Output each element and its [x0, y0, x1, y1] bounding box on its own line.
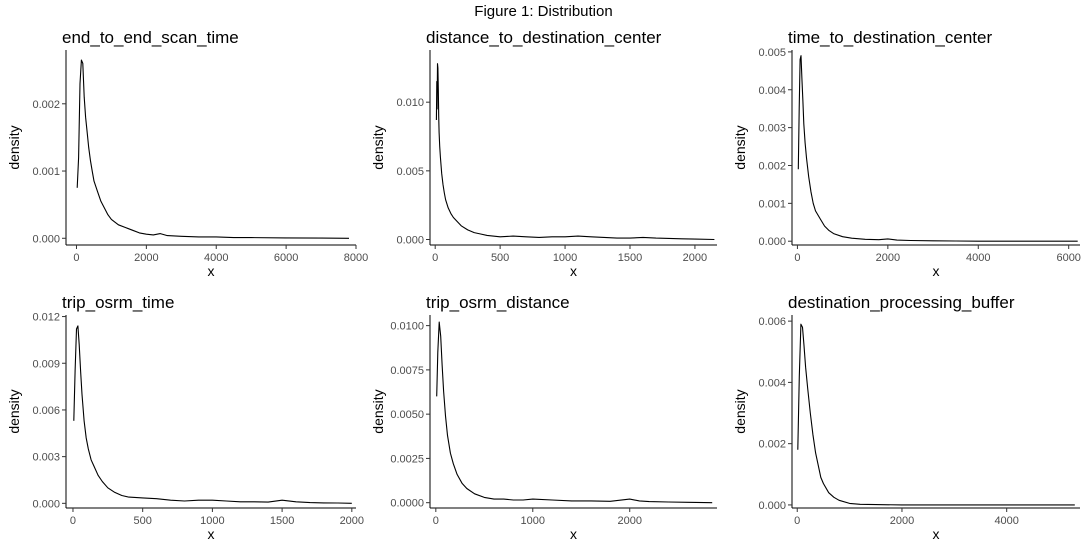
y-tick-label: 0.005	[396, 166, 424, 178]
panel-title: trip_osrm_time	[62, 293, 174, 312]
y-tick-label: 0.0100	[390, 321, 424, 333]
x-tick-label: 500	[134, 515, 152, 527]
density-line	[76, 59, 350, 239]
x-axis-title: x	[570, 263, 577, 279]
x-tick-label: 2000	[340, 515, 364, 527]
y-tick-label: 0.001	[758, 198, 786, 210]
x-tick-label: 2000	[134, 252, 158, 264]
y-tick-label: 0.000	[758, 500, 786, 512]
y-tick-label: 0.002	[32, 99, 60, 111]
y-tick-label: 0.0075	[390, 365, 424, 377]
y-tick-label: 0.004	[758, 377, 786, 389]
x-axis-title: x	[208, 263, 215, 279]
y-tick-label: 0.002	[758, 439, 786, 451]
y-tick-label: 0.012	[32, 312, 60, 324]
x-tick-label: 2000	[890, 515, 914, 527]
x-tick-label: 2000	[683, 252, 707, 264]
y-tick-label: 0.000	[32, 498, 60, 510]
chart-panel-1: end_to_end_scan_time 0 2000 4000 6000 8000 0.0…	[6, 28, 368, 279]
chart-panel-5: trip_osrm_distance 0 1000 2000 0.0000 0.0025 0…	[370, 293, 717, 542]
y-axis-title: density	[370, 389, 386, 433]
density-line	[436, 321, 713, 504]
x-tick-label: 1000	[200, 515, 224, 527]
x-tick-label: 0	[73, 252, 79, 264]
x-axis-title: x	[570, 526, 577, 542]
y-tick-label: 0.001	[32, 166, 60, 178]
y-tick-label: 0.009	[32, 358, 60, 370]
panel-title: trip_osrm_distance	[426, 293, 570, 312]
x-tick-label: 6000	[1056, 252, 1080, 264]
density-line	[797, 55, 1078, 242]
panel-title: end_to_end_scan_time	[62, 28, 239, 47]
y-tick-label: 0.0025	[390, 453, 424, 465]
x-tick-label: 6000	[274, 252, 298, 264]
y-tick-label: 0.004	[758, 85, 786, 97]
chart-panel-3: time_to_destination_center 0 2000 4000 6000 0…	[732, 28, 1081, 279]
density-line	[73, 325, 352, 504]
y-tick-label: 0.000	[32, 233, 60, 245]
y-axis-title: density	[6, 389, 22, 433]
x-tick-label: 1000	[553, 252, 577, 264]
y-tick-label: 0.0050	[390, 409, 424, 421]
y-tick-label: 0.003	[32, 452, 60, 464]
y-tick-label: 0.003	[758, 123, 786, 135]
x-tick-label: 0	[70, 515, 76, 527]
x-tick-label: 0	[794, 252, 800, 264]
panel-title: distance_to_destination_center	[426, 28, 662, 47]
x-axis-title: x	[208, 526, 215, 542]
panel-title: destination_processing_buffer	[788, 293, 1015, 312]
y-axis-title: density	[732, 125, 748, 169]
y-tick-label: 0.0000	[390, 498, 424, 510]
chart-panel-4: trip_osrm_time 0 500 1000 1500 2000 0.000 0.003…	[6, 293, 364, 542]
x-tick-label: 4000	[966, 252, 990, 264]
x-tick-label: 1500	[618, 252, 642, 264]
x-tick-label: 2000	[617, 515, 641, 527]
y-tick-label: 0.006	[32, 405, 60, 417]
y-tick-label: 0.002	[758, 160, 786, 172]
y-axis-title: density	[370, 125, 386, 169]
x-tick-label: 1500	[270, 515, 294, 527]
x-tick-label: 0	[432, 252, 438, 264]
y-tick-label: 0.006	[758, 316, 786, 328]
chart-panel-2: distance_to_destination_center 0 500 1000 15…	[370, 28, 717, 279]
y-tick-label: 0.005	[758, 47, 786, 59]
x-tick-label: 0	[794, 515, 800, 527]
y-tick-label: 0.000	[396, 235, 424, 247]
chart-panel-6: destination_processing_buffer 0 2000 4000 0.…	[732, 293, 1080, 542]
y-tick-label: 0.010	[396, 97, 424, 109]
x-tick-label: 4000	[204, 252, 228, 264]
x-tick-label: 4000	[994, 515, 1018, 527]
x-axis-title: x	[933, 526, 940, 542]
x-tick-label: 500	[491, 252, 509, 264]
panel-title: time_to_destination_center	[788, 28, 992, 47]
y-axis-title: density	[6, 125, 22, 169]
x-tick-label: 2000	[876, 252, 900, 264]
x-tick-label: 8000	[344, 252, 368, 264]
x-axis-title: x	[933, 263, 940, 279]
y-axis-title: density	[732, 389, 748, 433]
x-tick-label: 1000	[521, 515, 545, 527]
figure-title: Figure 1: Distribution	[474, 3, 613, 20]
y-tick-label: 0.000	[758, 236, 786, 248]
density-line	[797, 323, 1075, 506]
density-line	[435, 63, 715, 241]
x-tick-label: 0	[433, 515, 439, 527]
